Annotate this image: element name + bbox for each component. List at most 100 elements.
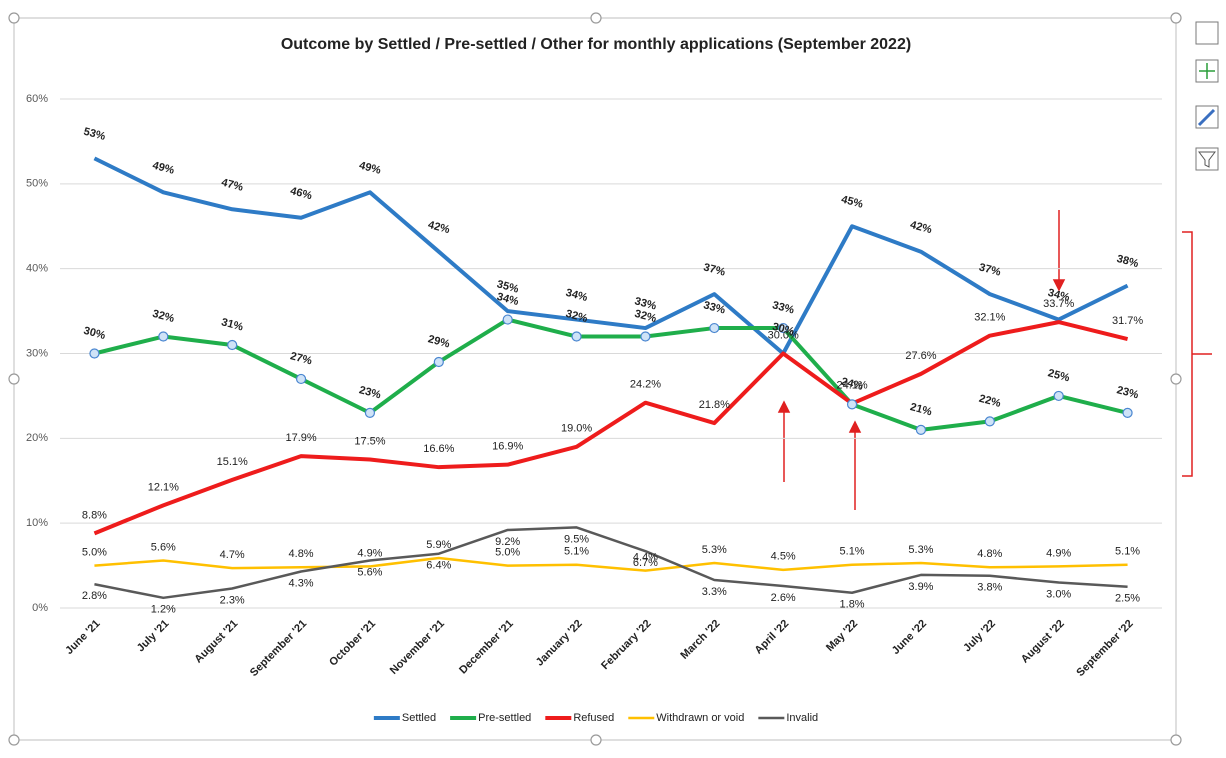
data-label: 35% bbox=[496, 278, 521, 295]
data-label: 32% bbox=[633, 308, 658, 325]
data-label: 53% bbox=[82, 126, 107, 143]
chart-elements-button[interactable] bbox=[1195, 21, 1219, 45]
data-label: 5.1% bbox=[1115, 546, 1140, 558]
data-label: 30.0% bbox=[768, 329, 799, 341]
data-label: 47% bbox=[220, 177, 245, 194]
data-label: 4.9% bbox=[1046, 547, 1071, 559]
data-label: 49% bbox=[151, 160, 176, 177]
data-label: 31% bbox=[220, 316, 245, 333]
data-label: 34% bbox=[564, 287, 589, 304]
data-label: 4.9% bbox=[357, 547, 382, 559]
data-label: 22% bbox=[978, 393, 1003, 410]
resize-handles bbox=[8, 12, 1182, 746]
point-marker bbox=[778, 322, 789, 334]
data-label: 1.8% bbox=[840, 599, 865, 611]
data-label: 9.2% bbox=[495, 536, 520, 548]
data-label: 45% bbox=[840, 194, 865, 211]
y-tick-label: 30% bbox=[26, 347, 48, 359]
data-label: 23% bbox=[358, 384, 383, 401]
chart-title: Outcome by Settled / Pre-settled / Other… bbox=[281, 36, 911, 53]
data-label: 32% bbox=[564, 308, 589, 325]
data-label: 4.8% bbox=[977, 548, 1002, 560]
legend-label: Invalid bbox=[786, 712, 818, 724]
point-marker bbox=[158, 331, 169, 342]
filter-icon bbox=[1198, 151, 1216, 168]
data-label: 37% bbox=[702, 261, 727, 278]
data-label: 16.9% bbox=[492, 441, 523, 453]
data-label: 23% bbox=[1115, 384, 1140, 401]
point-marker bbox=[227, 339, 238, 351]
data-label: 5.1% bbox=[840, 546, 865, 558]
data-label: 33.7% bbox=[1043, 298, 1074, 310]
annotations bbox=[777, 210, 1212, 510]
series-line bbox=[93, 320, 1129, 536]
y-tick-label: 50% bbox=[26, 178, 48, 190]
data-label: 30% bbox=[771, 321, 796, 338]
data-label: 17.9% bbox=[285, 432, 316, 444]
legend-label: Settled bbox=[402, 712, 436, 724]
data-label: 2.8% bbox=[82, 590, 107, 602]
data-label: 24% bbox=[840, 376, 865, 393]
point-marker bbox=[640, 331, 651, 342]
data-label: 15.1% bbox=[217, 456, 248, 468]
y-tick-label: 40% bbox=[26, 263, 48, 275]
y-tick-label: 0% bbox=[32, 602, 48, 614]
data-label: 33% bbox=[771, 299, 796, 316]
data-label: 4.3% bbox=[289, 577, 314, 589]
data-label: 27% bbox=[289, 350, 314, 367]
legend-label: Withdrawn or void bbox=[656, 712, 744, 724]
data-label: 5.3% bbox=[702, 544, 727, 556]
point-marker bbox=[433, 356, 444, 368]
data-label: 3.8% bbox=[977, 582, 1002, 594]
data-label: 4.8% bbox=[289, 548, 314, 560]
data-label: 16.6% bbox=[423, 443, 454, 455]
data-label: 33% bbox=[633, 295, 658, 312]
point-marker bbox=[1053, 390, 1064, 402]
y-tick-label: 10% bbox=[26, 517, 48, 529]
legend-label: Refused bbox=[573, 712, 614, 724]
point-marker bbox=[295, 373, 307, 385]
data-label: 34% bbox=[1047, 287, 1072, 304]
data-label: 4.5% bbox=[771, 551, 796, 563]
point-marker bbox=[846, 399, 858, 410]
data-label: 1.2% bbox=[151, 604, 176, 616]
data-label: 5.0% bbox=[495, 546, 520, 558]
chart-buttons[interactable] bbox=[1195, 21, 1219, 171]
y-tick-label: 20% bbox=[26, 432, 48, 444]
data-label: 5.0% bbox=[82, 546, 107, 558]
data-label: 3.0% bbox=[1046, 588, 1071, 600]
data-label: 12.1% bbox=[148, 481, 179, 493]
series-line bbox=[94, 556, 1128, 572]
data-label: 49% bbox=[358, 160, 383, 177]
series-line bbox=[94, 526, 1128, 600]
chart-filter-button[interactable] bbox=[1195, 147, 1219, 171]
point-marker bbox=[915, 424, 927, 435]
data-label: 42% bbox=[427, 219, 452, 236]
data-label: 5.3% bbox=[908, 544, 933, 556]
data-label: 5.1% bbox=[564, 546, 589, 558]
data-label: 2.5% bbox=[1115, 593, 1140, 605]
legend-label: Pre-settled bbox=[478, 712, 531, 724]
data-label: 21.8% bbox=[699, 399, 730, 411]
y-tick-label: 60% bbox=[26, 93, 48, 105]
data-label: 38% bbox=[1115, 253, 1140, 270]
data-label: 6.7% bbox=[633, 557, 658, 569]
point-marker bbox=[502, 314, 513, 325]
data-label: 6.4% bbox=[426, 560, 451, 572]
data-label: 46% bbox=[289, 185, 314, 202]
legend: Settled Pre-settled Refused Withdrawn or vo… bbox=[373, 712, 818, 724]
data-label: 9.5% bbox=[564, 533, 589, 545]
data-label: 30% bbox=[82, 325, 107, 342]
data-label: 3.9% bbox=[908, 581, 933, 593]
data-label: 3.3% bbox=[702, 586, 727, 598]
point-marker bbox=[1122, 407, 1133, 418]
data-label: 34% bbox=[496, 291, 521, 308]
point-marker bbox=[364, 407, 376, 418]
data-label: 17.5% bbox=[354, 435, 385, 447]
data-label: 4.7% bbox=[220, 549, 245, 561]
series-line bbox=[93, 156, 1129, 356]
point-marker bbox=[984, 416, 995, 427]
data-label: 2.6% bbox=[771, 592, 796, 604]
data-label: 29% bbox=[427, 333, 452, 350]
